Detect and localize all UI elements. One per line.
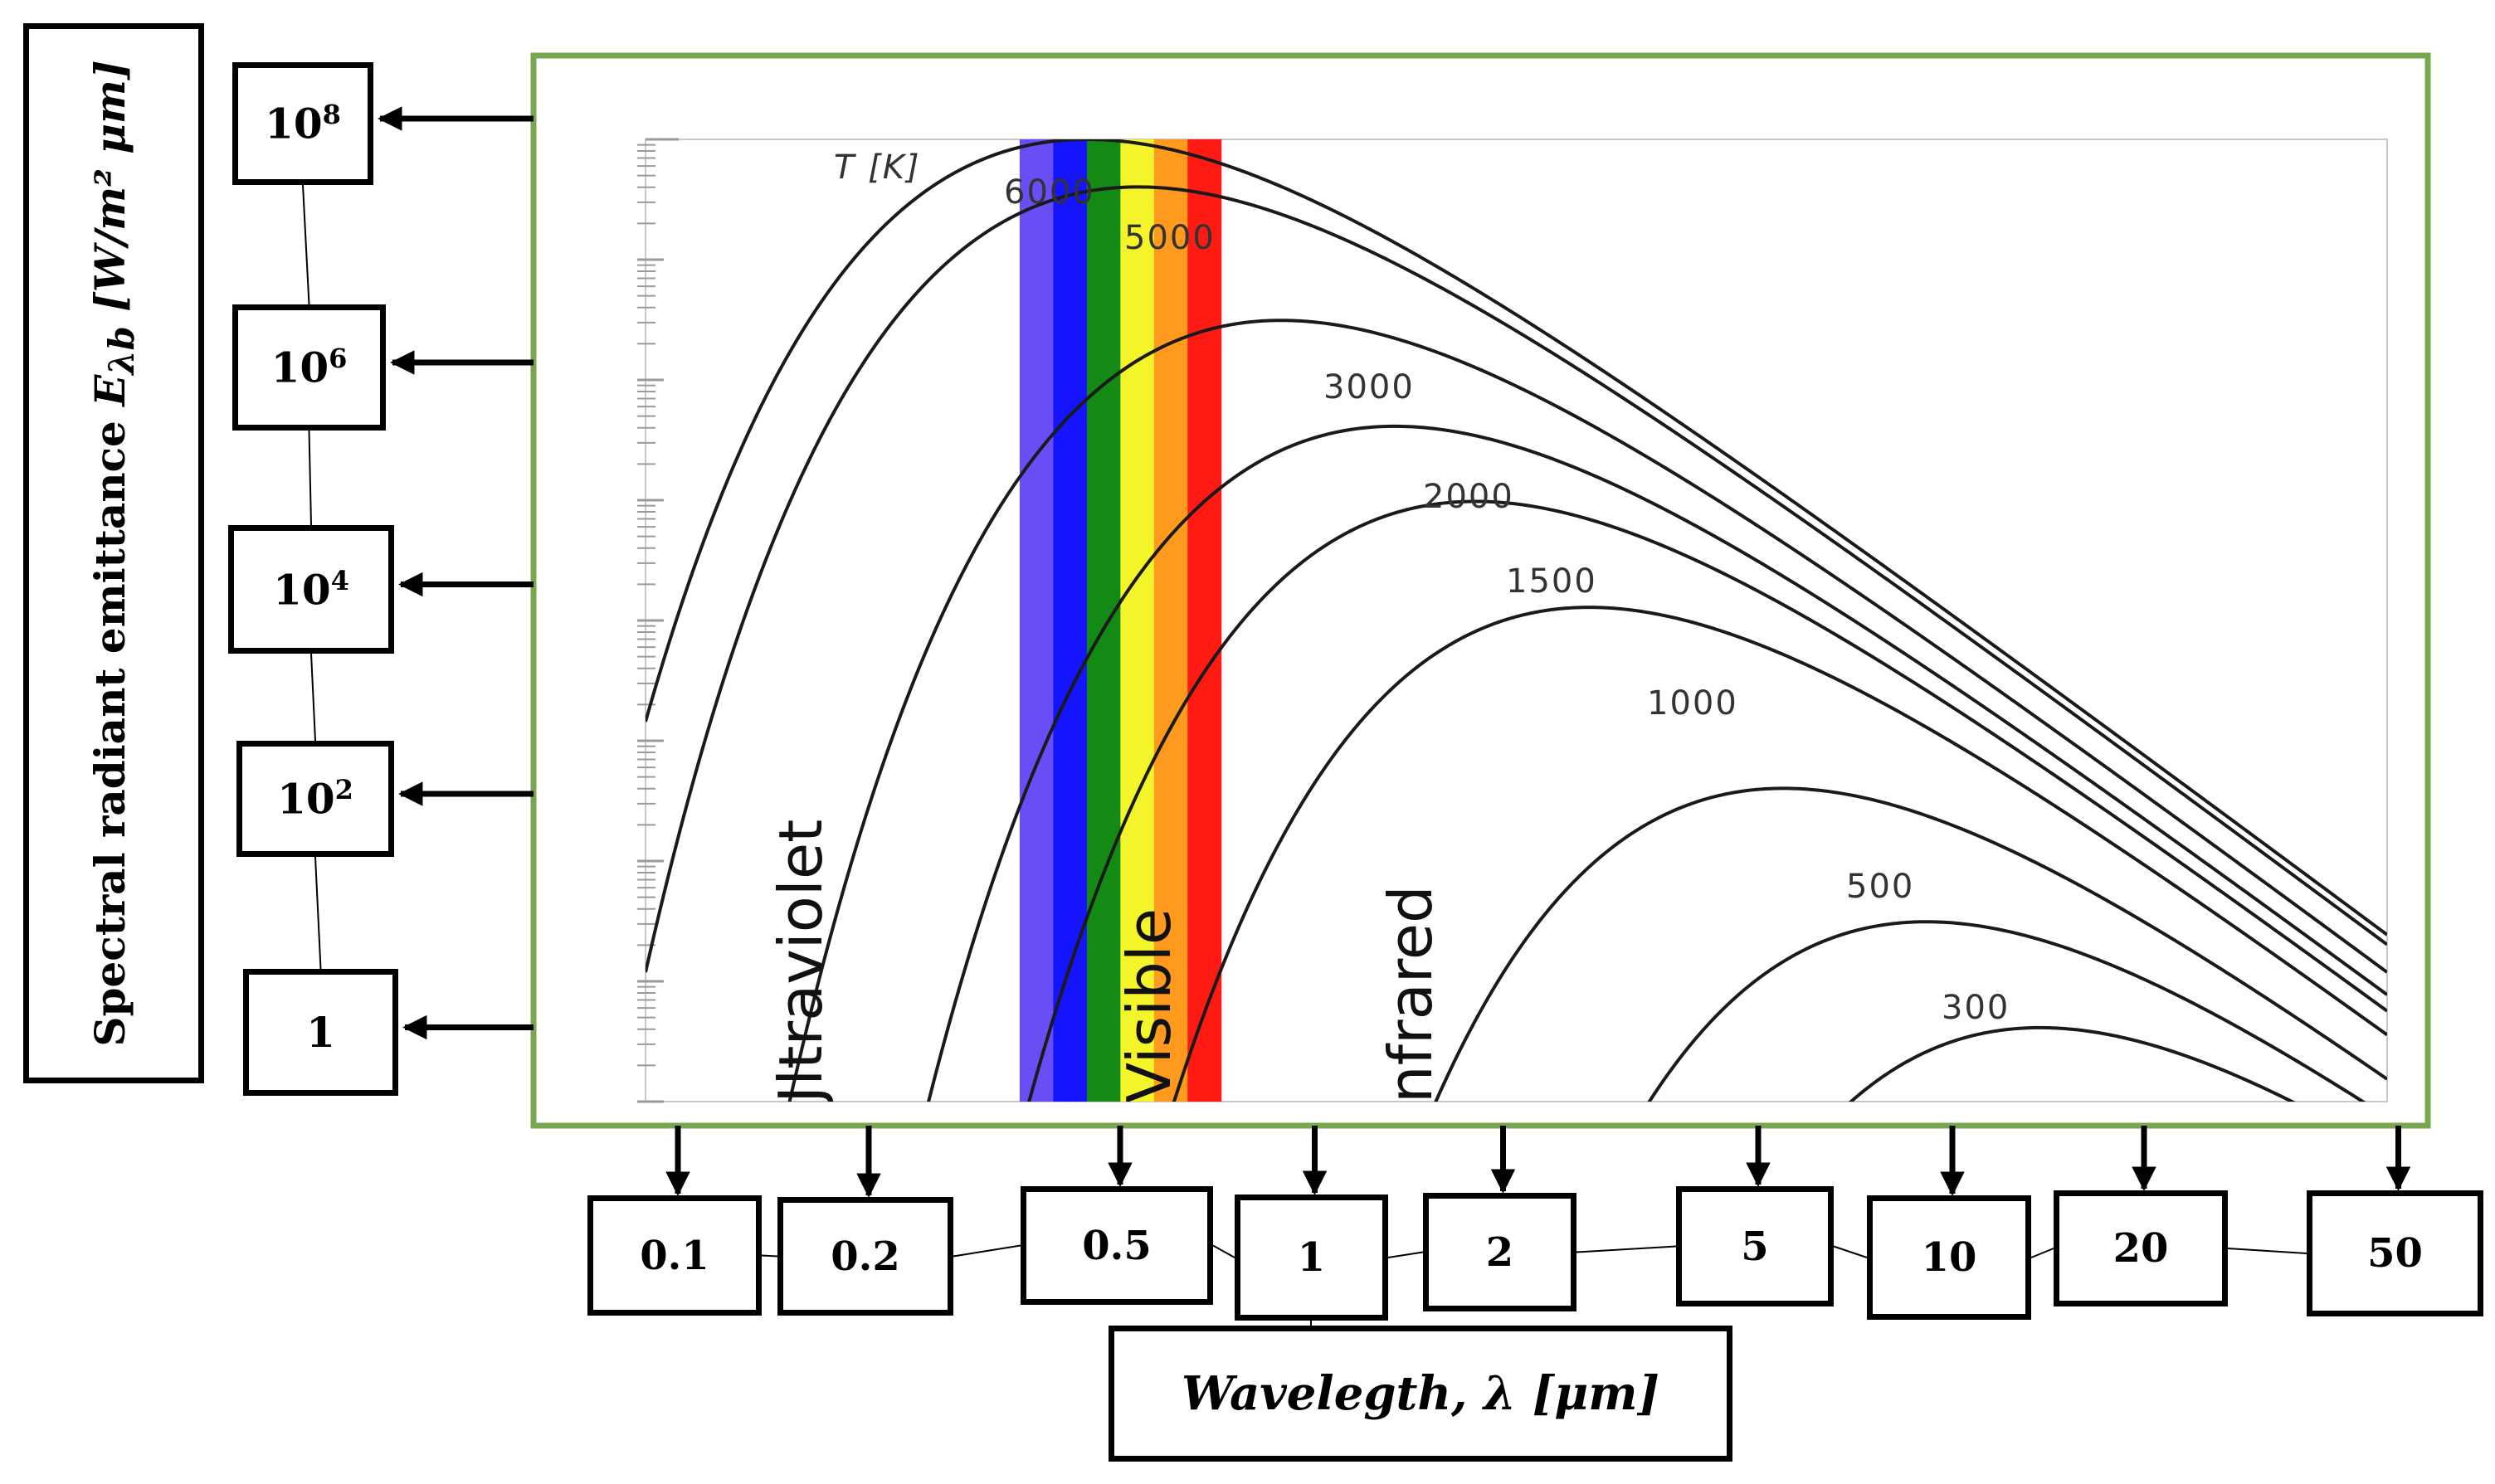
curve-T1500 [1027, 499, 2387, 1102]
curve-T2000 [927, 424, 2387, 1102]
curve-label: 1500 [1506, 562, 1597, 601]
y-tick-label: 102 [236, 741, 394, 857]
y-axis-title-box: Spectral radiant emittance Eλb [W/m² μm] [23, 23, 204, 1083]
x-connector-line [1387, 1251, 1424, 1258]
x-connector-line [1212, 1244, 1235, 1258]
legend-title: T [K] [834, 148, 921, 187]
region-label: Visible [1114, 908, 1184, 1103]
curve-label: 500 [1846, 868, 1914, 906]
x-tick-label: 10 [1867, 1195, 2031, 1320]
curve-T3000 [787, 319, 2387, 1102]
y-tick-text: 106 [270, 343, 348, 392]
y-tick-text: 108 [265, 99, 341, 148]
x-tick-text: 50 [2367, 1230, 2423, 1277]
y-tick-text: 104 [273, 564, 349, 615]
x-tick-text: 20 [2112, 1225, 2169, 1272]
x-connector-line [761, 1254, 778, 1258]
y-tick-label: 106 [232, 304, 386, 431]
x-tick-label: 0.1 [587, 1195, 762, 1316]
x-tick-label: 0.2 [777, 1197, 953, 1316]
region-label: Jltraviolet [766, 820, 836, 1107]
visible-band-stripe [1187, 139, 1222, 1102]
x-tick-label: 2 [1423, 1193, 1576, 1311]
x-tick-text: 0.1 [640, 1232, 709, 1279]
x-tick-text: 1 [1297, 1234, 1326, 1281]
region-labels: Jltraviolet Visible nfrared [766, 820, 1445, 1107]
x-tick-text: 0.2 [831, 1233, 900, 1280]
x-connector-line [1576, 1245, 1677, 1253]
curve-T200 [1848, 1025, 2296, 1102]
plot-background [538, 60, 2424, 1122]
y-connector-line [310, 653, 316, 742]
y-connector-line [308, 430, 312, 526]
x-axis-title: Wavelegth, λ [μm] [1181, 1366, 1660, 1421]
y-connector-line [314, 856, 322, 970]
x-tick-label: 5 [1676, 1186, 1834, 1306]
x-tick-text: 5 [1741, 1223, 1769, 1270]
curve-label: 5000 [1124, 219, 1216, 257]
y-tick-text: 102 [277, 774, 353, 824]
curve-T300 [1647, 920, 2366, 1102]
visible-band-stripe [1153, 139, 1188, 1102]
y-tick-text: 1 [306, 1008, 335, 1057]
x-connector-line [2227, 1248, 2307, 1254]
visible-band-stripe [1053, 139, 1088, 1102]
curves-group [646, 139, 2387, 1102]
x-tick-label: 20 [2054, 1190, 2228, 1306]
curve-label: 6000 [1004, 173, 1095, 212]
y-tick-label: 108 [232, 62, 373, 185]
curve-T6000 [646, 139, 2387, 937]
curve-label: 3000 [1323, 368, 1415, 406]
curve-T5000 [646, 185, 2387, 973]
plot-frame [530, 52, 2431, 1129]
x-connector-line [953, 1244, 1021, 1258]
x-tick-text: 2 [1485, 1229, 1514, 1276]
y-tick-label: 1 [243, 969, 398, 1096]
x-connector-line [2030, 1248, 2054, 1258]
x-tick-text: 10 [1921, 1234, 1977, 1281]
x-tick-label: 50 [2307, 1190, 2483, 1316]
curve-label: 1000 [1647, 684, 1738, 723]
curve-T1000 [1172, 606, 2387, 1102]
x-tick-text: 0.5 [1082, 1222, 1152, 1269]
visible-band-stripe [1086, 139, 1121, 1102]
curve-T500 [1434, 786, 2387, 1102]
curve-label: 2000 [1423, 478, 1514, 516]
x-tick-label: 1 [1235, 1194, 1388, 1321]
x-axis-title-box: Wavelegth, λ [μm] [1109, 1326, 1732, 1462]
y-connector-line [302, 184, 310, 305]
curve-label: 300 [1942, 989, 2010, 1027]
visible-band-stripe [1120, 139, 1155, 1102]
x-tick-label: 0.5 [1021, 1186, 1213, 1305]
region-label: nfrared [1376, 885, 1445, 1103]
y-tick-label: 104 [228, 525, 394, 654]
visible-band-stripe [1019, 139, 1054, 1102]
x-connector-line [1833, 1245, 1868, 1258]
